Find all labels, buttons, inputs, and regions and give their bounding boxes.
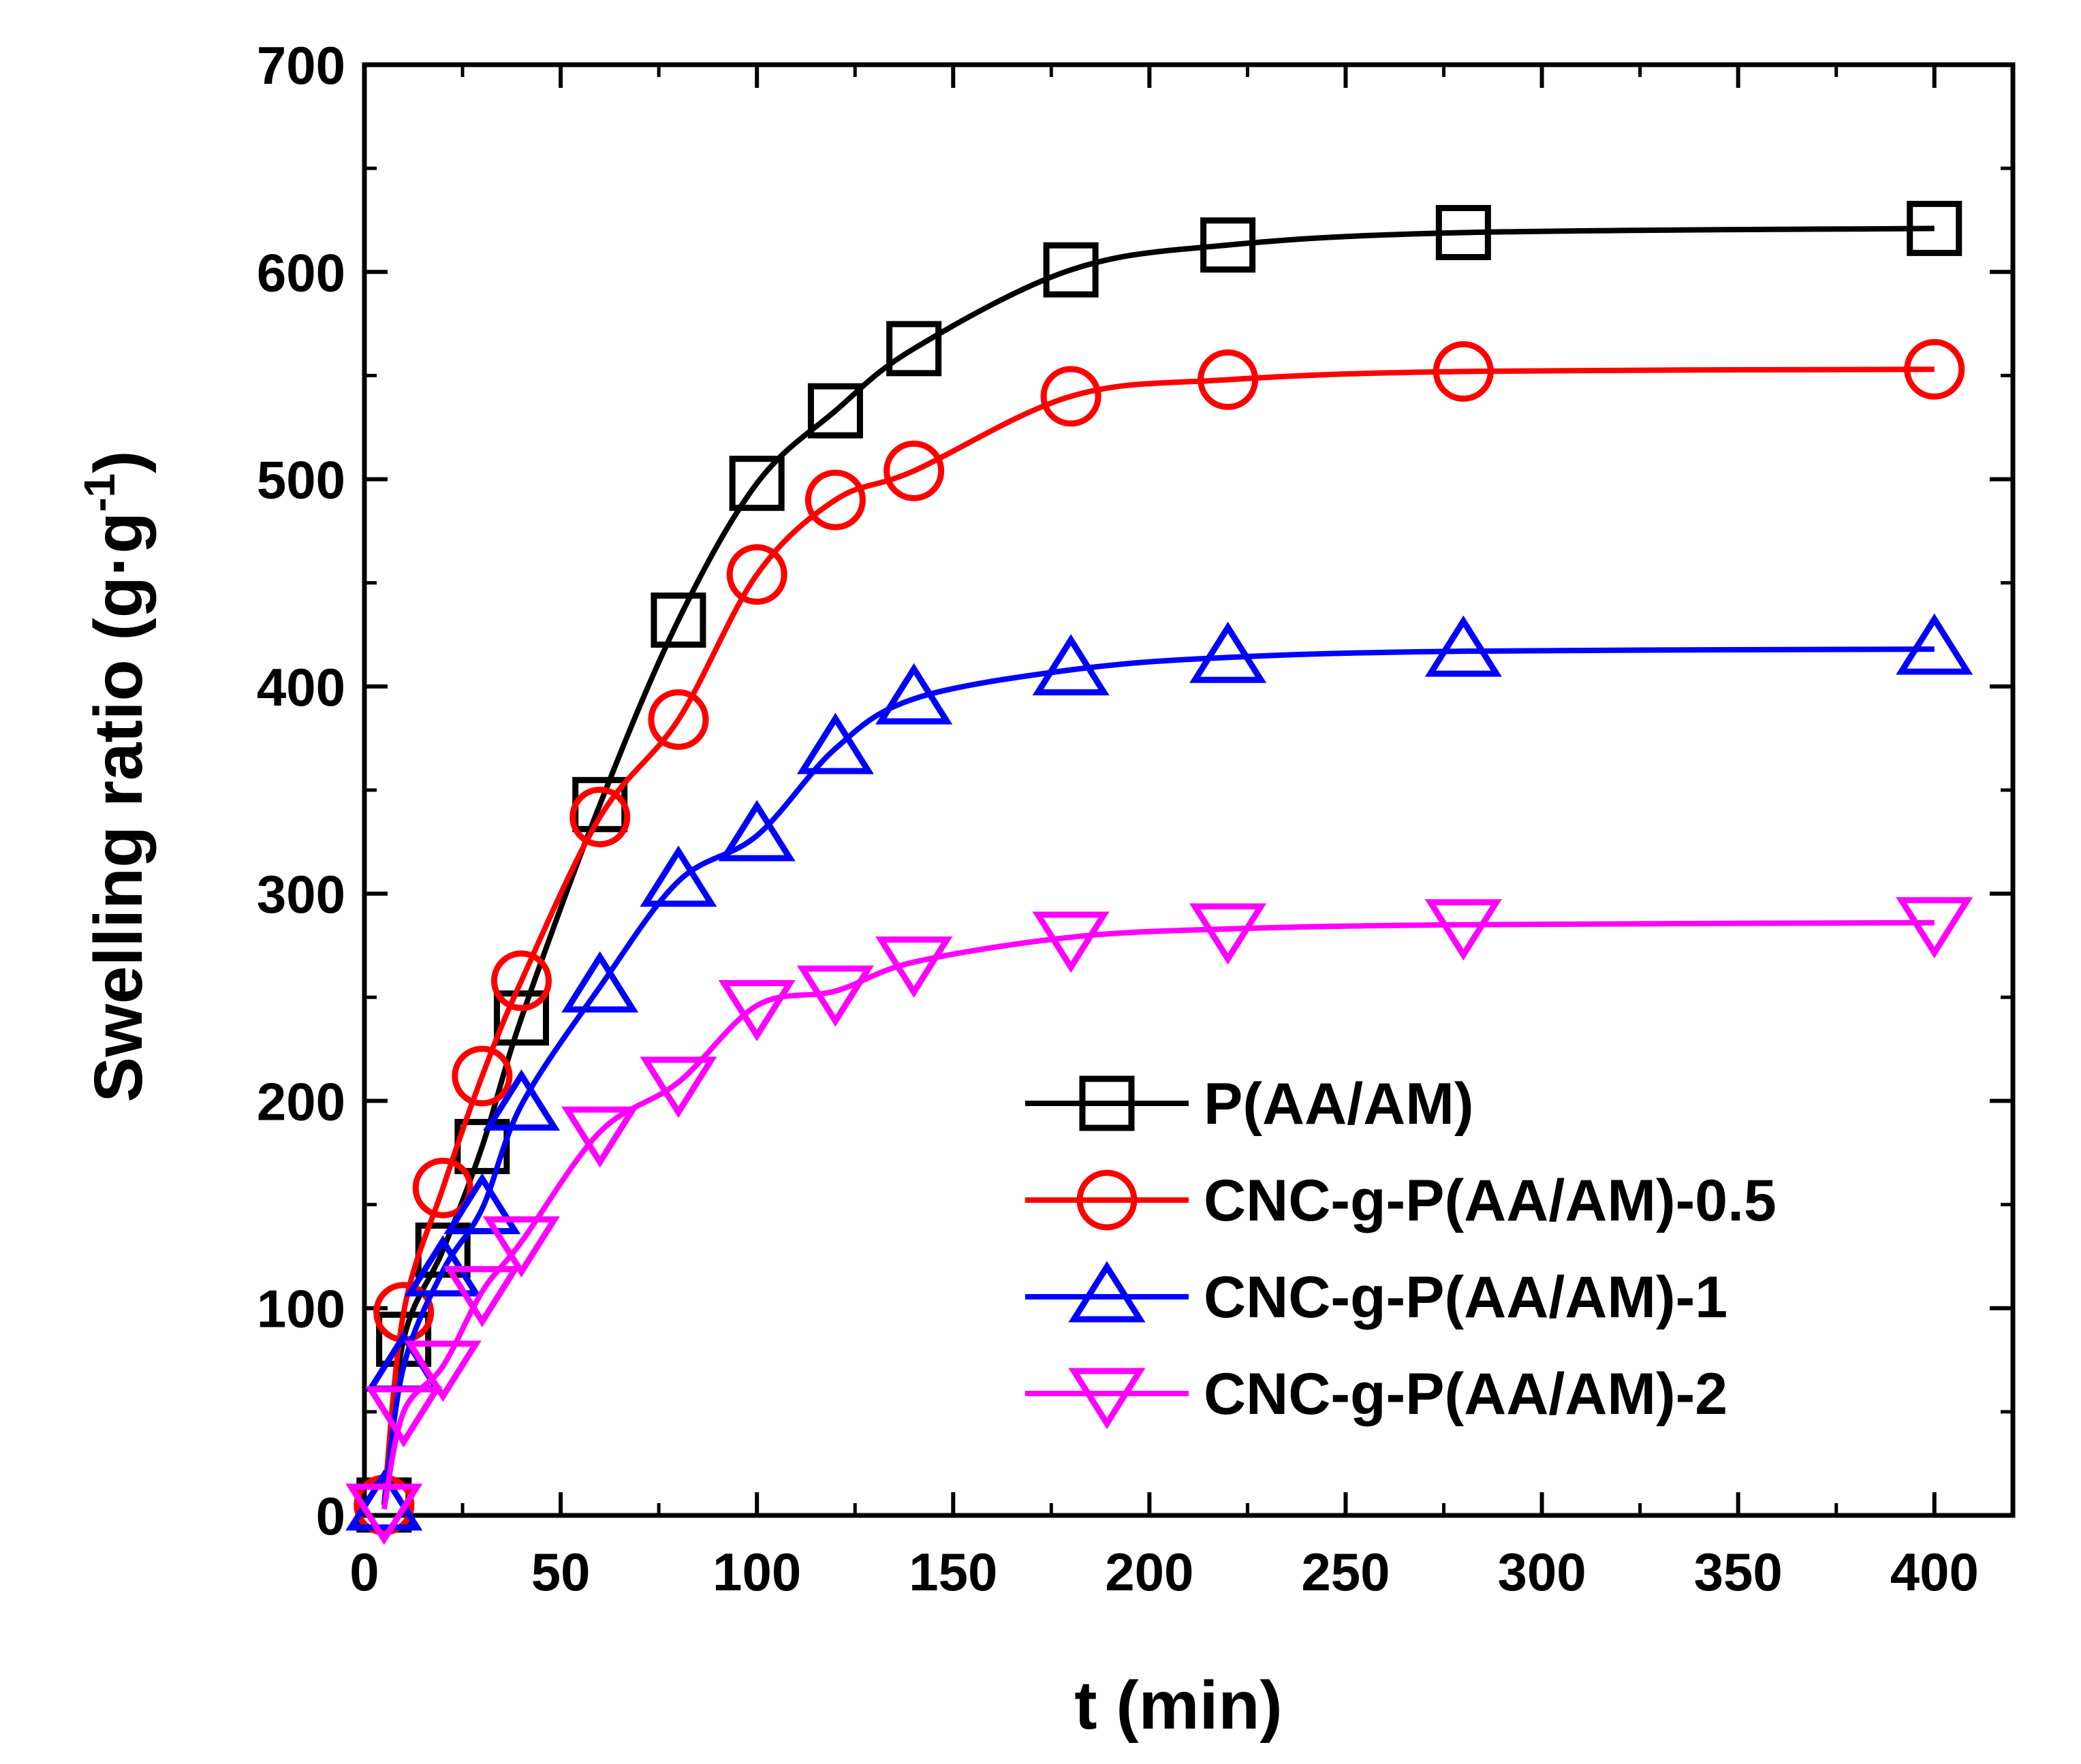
data-point (648, 689, 709, 751)
x-tick-label: 50 (531, 1542, 591, 1602)
legend-item: CNC-g-P(AA/AM)-2 (1025, 1361, 1727, 1430)
x-tick-label: 250 (1301, 1542, 1390, 1602)
data-point (726, 544, 787, 605)
data-point (443, 1173, 521, 1235)
data-point (1040, 366, 1101, 427)
data-point (718, 979, 796, 1041)
series-3 (345, 897, 1973, 1545)
data-point (640, 1056, 717, 1118)
data-point (729, 456, 785, 511)
legend-label: CNC-g-P(AA/AM)-2 (1204, 1361, 1727, 1427)
y-axis-title-superscript: -1 (75, 473, 124, 512)
data-point (569, 787, 631, 848)
data-point (718, 800, 796, 862)
data-point (1198, 349, 1259, 411)
data-point (1189, 903, 1267, 965)
data-point (493, 990, 549, 1046)
y-tick-label: 500 (257, 450, 345, 510)
legend-item: P(AA/AM) (1025, 1071, 1474, 1137)
data-point (875, 663, 953, 725)
data-point (404, 1340, 482, 1402)
y-tick-label: 400 (257, 657, 345, 717)
y-tick-label: 0 (316, 1486, 345, 1546)
legend-marker (1079, 1075, 1135, 1131)
data-point (875, 936, 953, 998)
data-point (1424, 615, 1502, 677)
data-point (561, 1106, 639, 1168)
data-point (1189, 621, 1267, 683)
data-point (443, 1265, 521, 1327)
x-tick-label: 0 (349, 1542, 379, 1602)
y-axis-title: Swelling ratio (g·g-1) (75, 451, 157, 1103)
y-tick-label: 600 (257, 242, 345, 302)
series-line (381, 366, 1935, 1506)
data-point (1424, 899, 1502, 961)
x-tick-label: 300 (1498, 1542, 1586, 1602)
series-0 (356, 200, 1962, 1533)
data-point (1043, 242, 1099, 298)
data-point (365, 1386, 443, 1448)
data-point (651, 592, 706, 648)
data-point (883, 440, 945, 501)
y-axis-title-close: ) (80, 451, 157, 473)
data-point (1896, 897, 1973, 959)
data-point (1904, 338, 1965, 400)
x-tick-label: 200 (1105, 1542, 1193, 1602)
series-layer (345, 200, 1973, 1545)
legend-marker (1068, 1368, 1146, 1430)
data-point (1433, 341, 1494, 402)
data-point (796, 712, 874, 774)
series-line (381, 225, 1935, 1506)
data-point (345, 1469, 423, 1531)
data-point (640, 845, 717, 907)
data-point (804, 469, 866, 531)
data-point (482, 1069, 561, 1131)
legend-label: CNC-g-P(AA/AM)-1 (1204, 1265, 1727, 1330)
data-point (1032, 911, 1110, 973)
data-point (482, 1216, 561, 1278)
x-tick-label: 100 (713, 1542, 801, 1602)
data-point (1435, 204, 1491, 260)
y-tick-label: 300 (257, 864, 345, 924)
data-point (1896, 613, 1973, 675)
data-point (886, 321, 942, 377)
legend-item: CNC-g-P(AA/AM)-0.5 (1025, 1168, 1777, 1233)
legend-marker (1076, 1169, 1138, 1231)
y-tick-label: 100 (257, 1279, 345, 1339)
x-axis-title: t (min) (1074, 1667, 1282, 1744)
y-axis-title-main: Swelling ratio (g·g (80, 512, 157, 1103)
series-2 (345, 613, 1973, 1531)
legend: P(AA/AM) CNC-g-P(AA/AM)-0.5 CNC-g-P(AA/AM)… (1025, 1071, 1777, 1430)
data-point (1907, 200, 1962, 256)
x-tick-label: 400 (1890, 1542, 1979, 1602)
series-line (381, 646, 1935, 1506)
data-point (490, 950, 552, 1011)
data-point (1032, 634, 1110, 696)
legend-item: CNC-g-P(AA/AM)-1 (1025, 1261, 1727, 1330)
data-point (561, 951, 639, 1013)
axes: 0 50 100 150 200 250 300 350 400 0 100 200 300 400 500… (257, 35, 2016, 1602)
legend-label: CNC-g-P(AA/AM)-0.5 (1204, 1168, 1777, 1233)
x-tick-label: 150 (909, 1542, 997, 1602)
y-tick-label: 700 (257, 35, 345, 95)
data-point (452, 1045, 513, 1107)
y-tick-label: 200 (257, 1071, 345, 1131)
data-point (345, 1483, 423, 1545)
series-line (381, 919, 1935, 1510)
legend-label: P(AA/AM) (1204, 1071, 1474, 1137)
x-tick-label: 350 (1694, 1542, 1783, 1602)
series-1 (354, 338, 1965, 1536)
data-point (796, 965, 874, 1027)
data-point (412, 1157, 473, 1218)
data-point (1200, 217, 1256, 273)
legend-marker (1068, 1261, 1146, 1323)
data-point (807, 383, 863, 439)
